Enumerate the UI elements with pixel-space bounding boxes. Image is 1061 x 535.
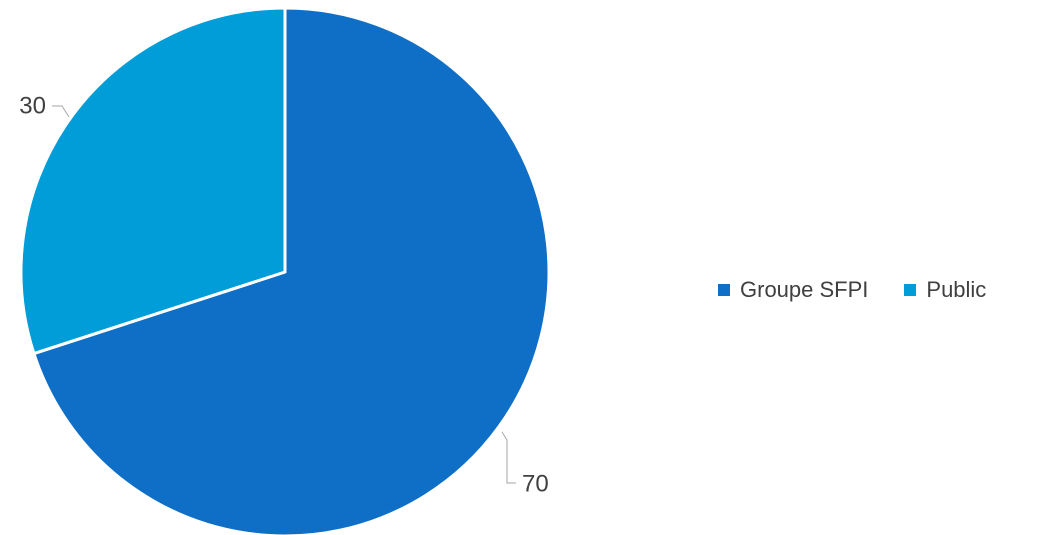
legend-swatch-public xyxy=(904,284,917,296)
legend-label-groupe-sfpi: Groupe SFPI xyxy=(740,277,869,302)
pie-slice-groupe-sfpi xyxy=(32,6,551,535)
legend-label-public: Public xyxy=(926,277,987,302)
pie-slice-public xyxy=(19,6,287,356)
legend-item-groupe-sfpi: Groupe SFPI xyxy=(718,277,868,303)
legend-item-public: Public xyxy=(904,277,986,303)
data-label-groupe-sfpi: 70 xyxy=(522,470,549,497)
leader-line-groupe-sfpi xyxy=(501,431,516,484)
leader-line-public xyxy=(52,105,70,118)
data-label-public: 30 xyxy=(19,92,46,119)
legend-swatch-groupe-sfpi xyxy=(718,284,730,296)
chart-legend: Groupe SFPI Public xyxy=(718,277,986,303)
